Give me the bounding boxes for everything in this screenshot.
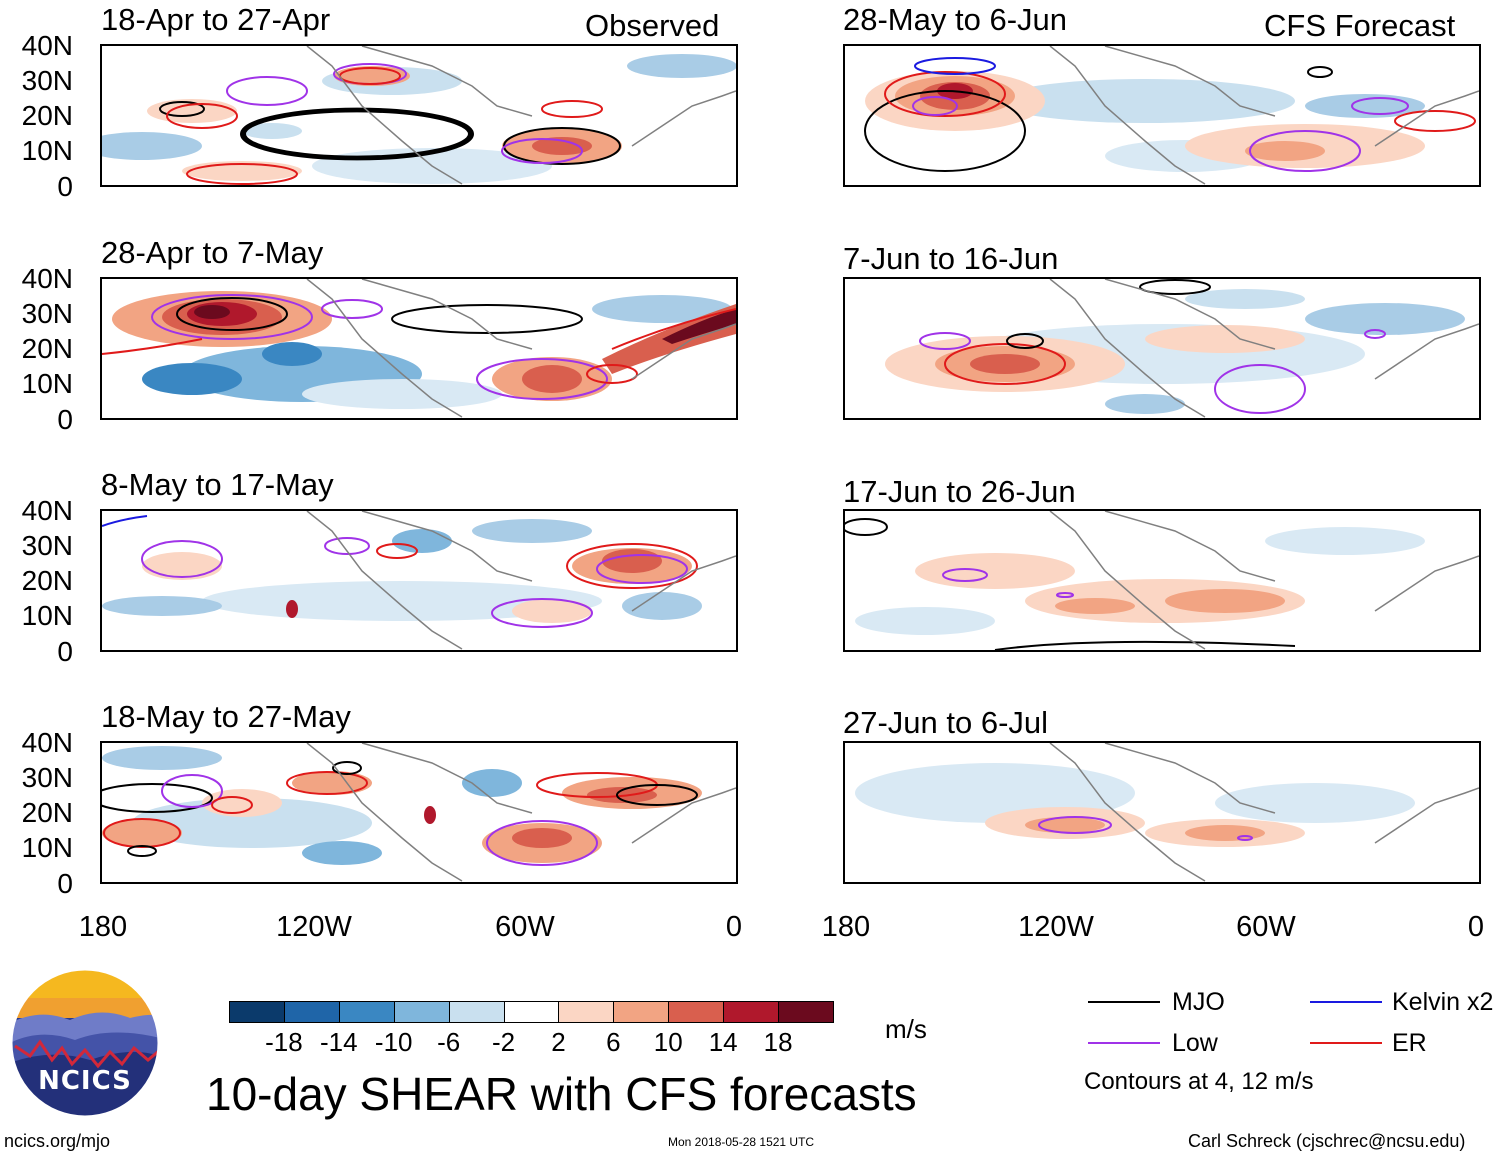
footer-website[interactable]: ncics.org/mjo — [4, 1131, 111, 1151]
colorbar-swatch — [558, 1001, 615, 1023]
lat-label: 10N — [21, 135, 73, 166]
lon-label: 0 — [725, 911, 743, 943]
lat-label: 40N — [21, 727, 73, 758]
lat-label: 10N — [21, 368, 73, 399]
lat-label: 20N — [21, 333, 73, 364]
legend-low-line — [1088, 1042, 1160, 1044]
footer-timestamp: Mon 2018-05-28 1521 UTC — [668, 1135, 815, 1149]
shear-map-panel — [100, 509, 738, 652]
colorbar-swatch — [229, 1001, 285, 1023]
lon-label: 0 — [1467, 911, 1485, 943]
lat-label: 20N — [21, 565, 73, 596]
shear-map-panel — [100, 277, 738, 420]
forecast-label: CFS Forecast — [1264, 8, 1456, 43]
panel-title: 28-May to 6-Jun — [843, 2, 1067, 37]
panel-title: 18-Apr to 27-Apr — [101, 2, 331, 37]
panel-title: 8-May to 17-May — [101, 467, 334, 502]
colorbar-swatch — [668, 1001, 725, 1023]
legend-er-line — [1310, 1042, 1382, 1044]
lat-label: 40N — [21, 30, 73, 61]
lat-label: 40N — [21, 495, 73, 526]
lat-label: 0 — [57, 171, 73, 202]
logo-text: NCICS — [38, 1066, 132, 1096]
shear-map-panel — [843, 509, 1481, 652]
colorbar-swatch — [338, 1001, 395, 1023]
colorbar-unit: m/s — [885, 1014, 927, 1044]
colorbar-swatch — [283, 1001, 340, 1023]
lat-label: 30N — [21, 298, 73, 329]
lat-label: 10N — [21, 832, 73, 863]
lon-label: 60W — [495, 911, 555, 943]
lat-label: 20N — [21, 100, 73, 131]
legend-er-label: ER — [1392, 1029, 1427, 1057]
footer-author: Carl Schreck (cjschrec@ncsu.edu) — [1188, 1131, 1466, 1151]
colorbar-tick-label: 18 — [763, 1027, 793, 1057]
colorbar-tick-label: -2 — [491, 1027, 516, 1057]
lat-label: 0 — [57, 404, 73, 435]
observed-label: Observed — [585, 8, 720, 43]
colorbar-swatch — [778, 1001, 834, 1023]
lon-label: 180 — [78, 911, 128, 943]
legend-kelvin-label: Kelvin x2 — [1392, 988, 1494, 1016]
colorbar-tick-label: 2 — [551, 1027, 566, 1057]
colorbar-tick-label: 6 — [606, 1027, 621, 1057]
lat-label: 30N — [21, 530, 73, 561]
lat-label: 20N — [21, 797, 73, 828]
colorbar-tick-label: -18 — [265, 1027, 303, 1057]
shear-map-panel — [843, 44, 1481, 187]
shear-map-panel — [100, 741, 738, 884]
lat-label: 40N — [21, 263, 73, 294]
panel-title: 7-Jun to 16-Jun — [843, 241, 1059, 276]
panel-title: 28-Apr to 7-May — [101, 235, 324, 270]
legend-note: Contours at 4, 12 m/s — [1084, 1068, 1314, 1095]
lat-label: 0 — [57, 868, 73, 899]
shear-map-panel — [100, 44, 738, 187]
ncics-logo: NCICS — [10, 968, 160, 1118]
panel-title: 27-Jun to 6-Jul — [843, 705, 1049, 740]
colorbar-swatch — [613, 1001, 670, 1023]
legend-mjo-label: MJO — [1172, 988, 1225, 1016]
panel-title: 17-Jun to 26-Jun — [843, 474, 1076, 509]
lon-label: 180 — [821, 911, 871, 943]
legend-kelvin-line — [1310, 1001, 1382, 1003]
lon-label: 60W — [1236, 911, 1296, 943]
colorbar — [229, 1001, 834, 1023]
lon-label: 120W — [1018, 911, 1094, 943]
colorbar-swatch — [503, 1001, 560, 1023]
lat-label: 10N — [21, 600, 73, 631]
colorbar-tick-label: 10 — [653, 1027, 683, 1057]
colorbar-tick-label: -14 — [320, 1027, 358, 1057]
colorbar-tick-label: 14 — [708, 1027, 738, 1057]
colorbar-swatch — [448, 1001, 505, 1023]
figure-title: 10-day SHEAR with CFS forecasts — [206, 1068, 917, 1120]
lon-label: 120W — [276, 911, 352, 943]
colorbar-swatch — [723, 1001, 780, 1023]
panel-title: 18-May to 27-May — [101, 699, 351, 734]
colorbar-tick-label: -6 — [437, 1027, 461, 1057]
legend-low-label: Low — [1172, 1029, 1218, 1057]
colorbar-swatch — [393, 1001, 450, 1023]
lat-label: 0 — [57, 636, 73, 667]
shear-map-panel — [843, 741, 1481, 884]
lat-label: 30N — [21, 762, 73, 793]
shear-map-panel — [843, 277, 1481, 420]
legend-mjo-line — [1088, 1001, 1160, 1003]
lat-label: 30N — [21, 65, 73, 96]
colorbar-tick-label: -10 — [374, 1027, 413, 1057]
